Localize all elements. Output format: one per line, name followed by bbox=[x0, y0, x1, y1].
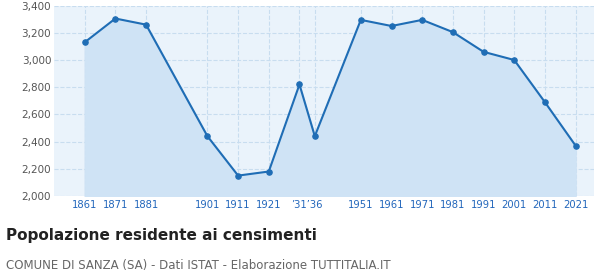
Point bbox=[295, 82, 304, 87]
Point bbox=[448, 30, 458, 34]
Point bbox=[310, 134, 320, 138]
Point bbox=[387, 24, 397, 28]
Point bbox=[540, 100, 550, 104]
Point bbox=[509, 58, 519, 62]
Point bbox=[356, 18, 365, 22]
Point bbox=[141, 22, 151, 27]
Point bbox=[571, 143, 580, 148]
Point bbox=[418, 18, 427, 22]
Point bbox=[264, 169, 274, 174]
Point bbox=[80, 40, 89, 45]
Text: Popolazione residente ai censimenti: Popolazione residente ai censimenti bbox=[6, 228, 317, 243]
Point bbox=[110, 16, 120, 21]
Point bbox=[203, 134, 212, 138]
Point bbox=[479, 50, 488, 54]
Point bbox=[233, 173, 243, 178]
Text: COMUNE DI SANZA (SA) - Dati ISTAT - Elaborazione TUTTITALIA.IT: COMUNE DI SANZA (SA) - Dati ISTAT - Elab… bbox=[6, 259, 391, 272]
